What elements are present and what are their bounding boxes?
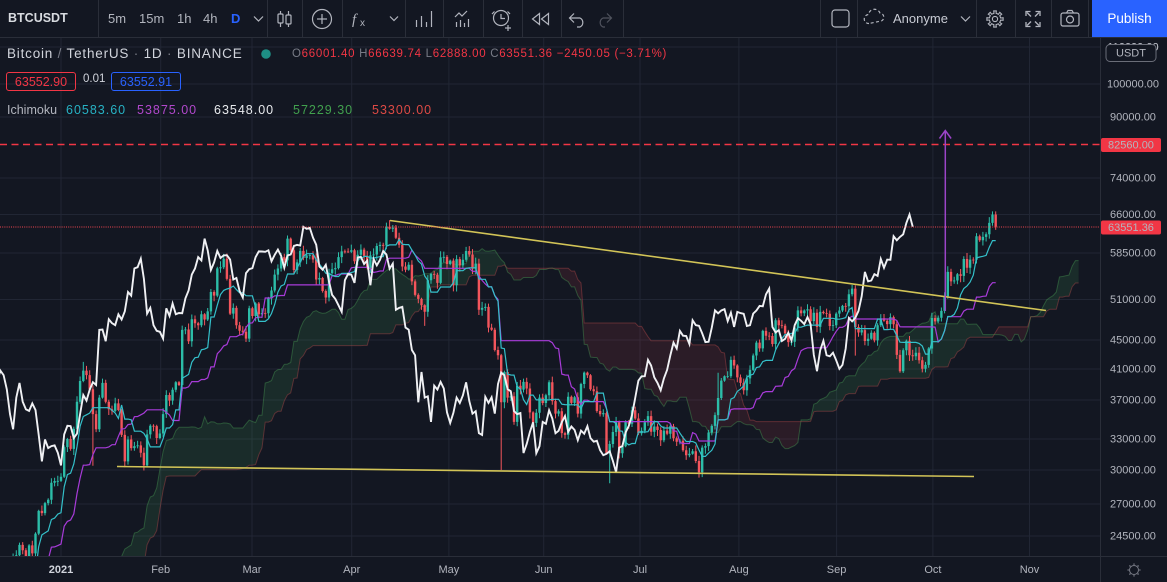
svg-text:58500.00: 58500.00 [1110,248,1156,260]
svg-text:x: x [360,18,365,29]
svg-text:66000.00: 66000.00 [1110,209,1156,221]
svg-text:82560.00: 82560.00 [1108,140,1154,152]
svg-text:USDT: USDT [1116,48,1146,60]
svg-text:90000.00: 90000.00 [1110,112,1156,124]
svg-text:45000.00: 45000.00 [1110,335,1156,347]
svg-text:Nov: Nov [1020,564,1040,576]
svg-text:Jun: Jun [535,564,553,576]
svg-text:Oct: Oct [924,564,941,576]
svg-text:2021: 2021 [49,564,73,576]
svg-text:May: May [439,564,460,576]
svg-text:Jul: Jul [633,564,647,576]
svg-text:41000.00: 41000.00 [1110,364,1156,376]
svg-text:100000.00: 100000.00 [1107,79,1159,91]
svg-text:24500.00: 24500.00 [1110,531,1156,543]
svg-text:33000.00: 33000.00 [1110,434,1156,446]
svg-text:f: f [352,12,358,28]
svg-text:Aug: Aug [729,564,749,576]
svg-text:74000.00: 74000.00 [1110,173,1156,185]
svg-text:27000.00: 27000.00 [1110,499,1156,511]
svg-text:Feb: Feb [151,564,170,576]
svg-text:30000.00: 30000.00 [1110,465,1156,477]
svg-text:Mar: Mar [243,564,262,576]
svg-text:37000.00: 37000.00 [1110,395,1156,407]
svg-text:Sep: Sep [827,564,847,576]
svg-text:63551.36: 63551.36 [1108,222,1154,234]
svg-text:51000.00: 51000.00 [1110,294,1156,306]
svg-text:Apr: Apr [343,564,360,576]
